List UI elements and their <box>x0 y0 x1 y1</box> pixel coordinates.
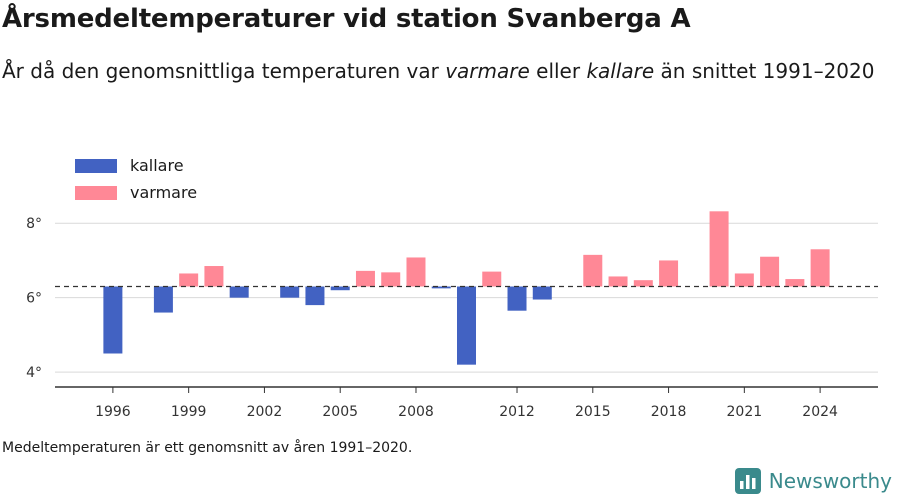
legend-item-cold: kallare <box>75 152 197 179</box>
x-tick-label: 1999 <box>171 404 207 420</box>
bar-varmare-2008 <box>406 257 426 287</box>
bar-kallare-2005 <box>330 286 350 291</box>
bar-kallare-2013 <box>532 286 552 300</box>
bar-varmare-2015 <box>583 254 603 287</box>
bar-varmare-2006 <box>355 270 375 287</box>
bar-kallare-2003 <box>280 286 300 298</box>
bar-kallare-2010 <box>457 286 476 365</box>
legend-swatch-cold <box>75 158 117 173</box>
legend-item-warm: varmare <box>75 179 197 206</box>
subtitle-cold-word: kallare <box>586 59 655 83</box>
newsworthy-logo-icon <box>734 468 761 494</box>
x-tick-label: 2015 <box>575 404 611 420</box>
x-tick-label: 2024 <box>802 404 838 420</box>
bar-varmare-2011 <box>482 271 502 287</box>
bar-varmare-2020 <box>709 211 729 287</box>
legend-label-warm: varmare <box>130 183 198 202</box>
bar-varmare-2021 <box>734 273 754 287</box>
bar-varmare-2023 <box>785 279 805 287</box>
subtitle-middle: eller <box>529 59 587 83</box>
y-tick-label: 6° <box>26 291 42 307</box>
bar-kallare-2009 <box>431 286 451 289</box>
y-tick-label: 8° <box>26 216 42 232</box>
subtitle-warm-word: varmare <box>445 59 530 83</box>
brand-name: Newsworthy <box>768 469 892 493</box>
bar-kallare-2004 <box>305 286 325 306</box>
x-tick-label: 2008 <box>398 404 434 420</box>
x-tick-label: 2012 <box>499 404 535 420</box>
chart-subtitle: År då den genomsnittliga temperaturen va… <box>2 55 882 87</box>
bar-kallare-1998 <box>153 286 173 313</box>
legend-swatch-warm <box>75 185 117 200</box>
bar-varmare-2007 <box>381 272 401 287</box>
bar-varmare-2017 <box>633 280 653 287</box>
bar-varmare-2024 <box>810 249 830 287</box>
subtitle-suffix: än snittet 1991–2020 <box>654 59 875 83</box>
y-tick-label: 4° <box>26 365 42 381</box>
bar-varmare-2016 <box>608 276 628 287</box>
legend-label-cold: kallare <box>130 156 184 175</box>
chart-title: Årsmedeltemperaturer vid station Svanber… <box>2 4 691 34</box>
chart-legend: kallare varmare <box>75 152 197 206</box>
x-tick-label: 2021 <box>727 404 763 420</box>
subtitle-prefix: År då den genomsnittliga temperaturen va… <box>2 59 446 83</box>
footnote: Medeltemperaturen är ett genomsnitt av å… <box>2 440 413 456</box>
x-tick-label: 2002 <box>247 404 283 420</box>
bar-kallare-2012 <box>507 286 527 311</box>
brand: Newsworthy <box>734 468 892 494</box>
x-tick-label: 1996 <box>95 404 131 420</box>
bar-kallare-2001 <box>229 286 249 298</box>
bar-varmare-2000 <box>204 266 224 287</box>
bar-varmare-2018 <box>659 260 679 287</box>
x-tick-label: 2018 <box>651 404 687 420</box>
bar-kallare-1996 <box>103 286 123 354</box>
bar-varmare-2022 <box>760 256 780 287</box>
x-tick-label: 2005 <box>322 404 358 420</box>
bar-varmare-1999 <box>179 273 199 287</box>
